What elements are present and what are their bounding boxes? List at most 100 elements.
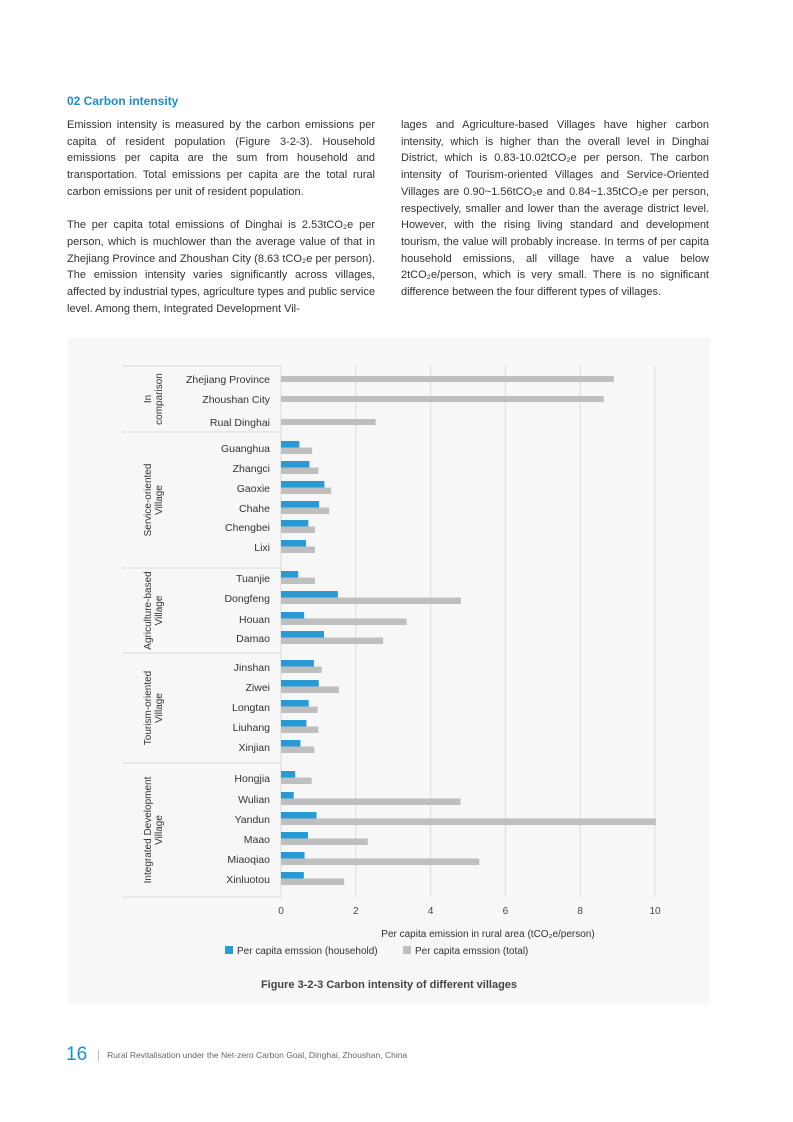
bar-total [281,726,319,733]
category-label: Liuhang [233,722,271,734]
bar-total [281,419,376,425]
section-heading: 02 Carbon intensity [67,94,179,108]
bar-household [281,612,305,619]
group-label-line: Village [154,693,165,723]
left-column: Emission intensity is measured by the ca… [67,117,375,334]
group-label-line: Integrated Development [143,776,154,883]
category-label: Lixi [254,542,270,554]
bar-total [281,376,614,382]
group-label-line: Service-oriented [143,464,154,537]
bar-household [281,720,307,727]
bar-total [281,818,656,825]
bar-total [281,666,322,673]
category-label: Miaoqiao [227,854,270,866]
bar-total [281,487,332,494]
bar-total [281,618,407,625]
x-tick-label: 0 [278,906,284,917]
category-label: Guanghua [221,443,270,455]
category-label: Zhangci [233,463,270,475]
bar-household [281,872,304,879]
bar-household [281,501,320,508]
bar-total [281,706,318,713]
legend-label-total: Per capita emssion (total) [415,946,528,957]
x-tick-label: 10 [649,906,661,917]
group-label: Tourism-orientedVillage [143,671,165,745]
bar-household [281,852,305,859]
category-label: Jinshan [234,662,270,674]
bar-total [281,878,345,885]
bar-household [281,700,309,707]
bar-total [281,577,316,584]
category-label: Chengbei [225,522,270,534]
category-label: Yandun [235,814,271,826]
paragraph: The per capita total emissions of Dingha… [67,219,375,315]
bar-total [281,838,368,845]
bar-household [281,520,309,527]
bar-total [281,637,384,644]
paragraph: Emission intensity is measured by the ca… [67,119,375,198]
legend-swatch-total [403,946,411,954]
bar-household [281,680,319,687]
group-label: Integrated DevelopmentVillage [143,776,165,883]
x-tick-label: 6 [503,906,509,917]
bar-total [281,396,604,402]
bar-household [281,571,299,578]
bar-total [281,447,313,454]
bar-chart: 0 2 4 6 8 10 Incomparison Zhejiang Province Zhou… [122,365,661,957]
category-label: Xinjian [238,742,270,754]
category-label: Chahe [239,503,270,515]
category-label: Maao [244,834,270,846]
category-label: Gaoxie [237,483,270,495]
page-footer: 16 Rural Revitalisation under the Net-ze… [66,1044,407,1066]
category-label: Zhejiang Province [186,374,270,386]
group-label: Incomparison [143,373,165,425]
footer-text: Rural Revitalisation under the Net-zero … [107,1050,408,1060]
bar-household [281,832,308,839]
legend-swatch-household [225,946,233,954]
bar-household [281,481,325,488]
category-label: Houan [239,614,270,626]
category-label: Ziwei [245,682,270,694]
category-label: Hongjia [234,773,270,785]
bar-total [281,858,480,865]
bar-household [281,591,338,598]
bar-total [281,798,461,805]
bar-household [281,740,301,747]
x-tick-label: 2 [353,906,359,917]
group-label-line: Village [154,595,165,625]
bar-total [281,507,330,514]
bar-household [281,461,310,468]
page-number: 16 [66,1044,88,1065]
bar-household [281,540,307,547]
category-label: Longtan [232,702,270,714]
group-label-line: comparison [154,373,165,425]
group-label-line: Village [154,815,165,845]
group-label-line: In [143,395,154,403]
category-label: Damao [236,633,270,645]
bar-total [281,746,315,753]
bar-household [281,792,294,799]
x-axis-title: Per capita emission in rural area (tCO₂e… [381,929,594,940]
bar-household [281,660,314,667]
group-label-line: Agriculture-based [143,571,154,649]
figure-caption: Figure 3-2-3 Carbon intensity of differe… [260,979,518,991]
category-label: Tuanjie [236,573,270,585]
bar-total [281,467,319,474]
category-label: Xinluotou [226,874,270,886]
category-label: Wulian [238,794,270,806]
bar-total [281,546,316,553]
group-label-line: Tourism-oriented [143,671,154,745]
bar-total [281,597,461,604]
paragraph: lages and Agriculture-based Villages hav… [401,119,709,299]
x-tick-label: 4 [428,906,434,917]
bar-household [281,812,317,819]
x-tick-label: 8 [577,906,583,917]
group-label: Service-orientedVillage [143,464,165,537]
group-label-line: Village [154,485,165,515]
category-label: Rual Dinghai [210,417,270,429]
category-label: Zhoushan City [202,394,270,406]
legend-label-household: Per capita emssion (household) [237,946,378,957]
bar-total [281,526,316,533]
figure-panel: 0 2 4 6 8 10 Incomparison Zhejiang Province Zhou… [68,338,710,1004]
right-column: lages and Agriculture-based Villages hav… [401,117,709,317]
